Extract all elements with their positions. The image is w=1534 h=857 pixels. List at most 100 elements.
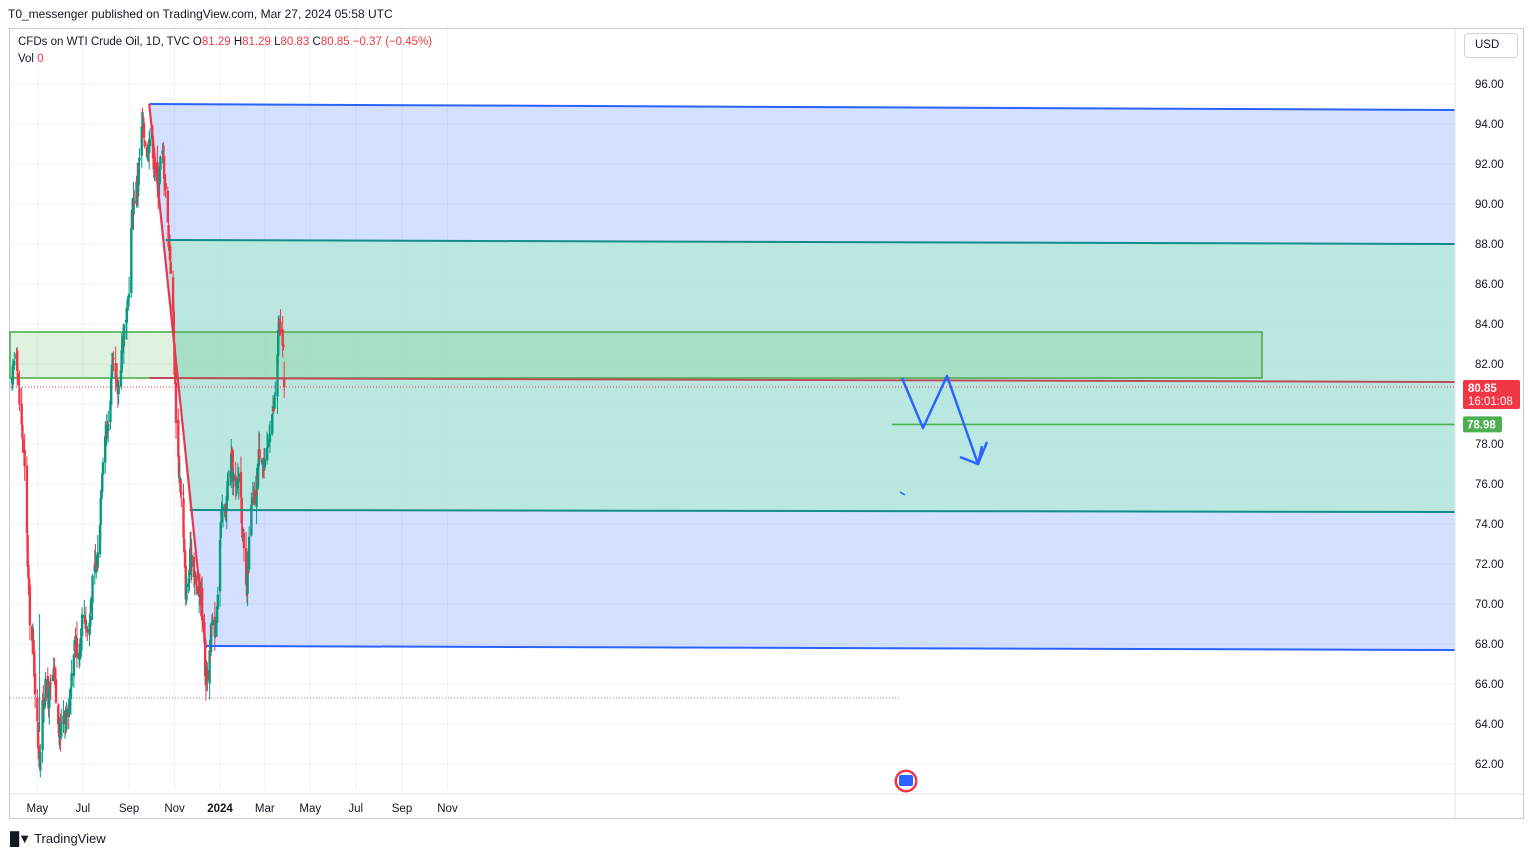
candle-body: [180, 491, 183, 495]
legend-high: 81.29: [242, 36, 271, 48]
candle-body: [221, 511, 224, 513]
candle-body: [242, 532, 246, 549]
candle-body: [282, 378, 286, 387]
candle-body: [152, 156, 155, 164]
candle-body: [231, 450, 234, 482]
candle-body: [206, 670, 209, 681]
candle-body: [109, 378, 113, 405]
candle-body: [36, 697, 39, 722]
candle-body: [44, 678, 47, 702]
price-tick-label: 64.00: [1475, 719, 1504, 731]
flag-event-icon-core: [899, 775, 913, 786]
tradingview-brand[interactable]: █▼ TradingView: [10, 831, 106, 846]
red-horizontal-ray: [149, 377, 1456, 383]
candle-body: [168, 245, 172, 260]
candle-body: [268, 439, 271, 446]
candle-body: [256, 463, 260, 488]
legend-high-label: H: [233, 36, 243, 48]
candle-body: [171, 277, 175, 312]
candle-body: [68, 698, 71, 714]
candle-body: [140, 126, 143, 156]
candle-body: [255, 475, 258, 507]
candle-body: [127, 294, 131, 298]
candle-body: [156, 162, 159, 180]
candle-body: [179, 480, 182, 493]
price-tick-label: 84.00: [1475, 319, 1504, 331]
price-tick-label: 70.00: [1475, 599, 1504, 611]
candle-body: [117, 385, 120, 394]
candle-body: [30, 626, 34, 641]
candle-body: [161, 150, 164, 155]
price-tick-label: 66.00: [1475, 679, 1504, 691]
candle-body: [99, 498, 102, 525]
candle-body: [211, 619, 214, 626]
candle-body: [136, 182, 140, 191]
candle-body: [253, 490, 256, 505]
candle-body: [192, 556, 196, 578]
countdown-value: 16:01:08: [1468, 396, 1513, 408]
candle-body: [188, 569, 191, 576]
candle-body: [84, 620, 88, 627]
candle-body: [79, 638, 82, 654]
candle-body: [32, 639, 35, 655]
candle-body: [203, 639, 207, 676]
legend-vol: 0: [37, 53, 44, 65]
candle-body: [94, 561, 97, 569]
candle-body: [85, 627, 88, 631]
candle-body: [12, 362, 15, 368]
candle-body: [163, 178, 167, 186]
candle-body: [224, 515, 228, 518]
candle-body: [68, 699, 72, 701]
candle-body: [27, 580, 31, 589]
candle-body: [60, 722, 63, 738]
legend-symbol[interactable]: CFDs on WTI Crude Oil, 1D, TVC: [18, 36, 190, 48]
candle-body: [105, 424, 108, 440]
candle-body: [166, 190, 170, 222]
legend-vol-label[interactable]: Vol: [18, 53, 34, 65]
candle-body: [244, 547, 248, 585]
drawings-back: [9, 104, 1456, 650]
candle-body: [261, 460, 264, 464]
candle-body: [130, 209, 134, 228]
candle-body: [70, 673, 73, 687]
price-tick-label: 94.00: [1475, 119, 1504, 131]
candle-body: [130, 228, 133, 294]
candle-body: [279, 321, 282, 334]
candle-body: [237, 473, 240, 483]
candle-body: [89, 616, 92, 627]
candle-body: [135, 181, 138, 205]
candle-body: [219, 522, 222, 539]
price-tick-label: 86.00: [1475, 279, 1504, 291]
candle-body: [72, 654, 76, 676]
candle-body: [277, 322, 281, 333]
candle-body: [18, 388, 21, 405]
small-blue-mark: [899, 491, 906, 496]
candle-body: [89, 606, 93, 613]
time-tick-label: Jul: [75, 803, 90, 815]
candle-body: [247, 569, 250, 571]
candle-body: [239, 471, 243, 498]
candle-body: [215, 621, 218, 627]
candle-body: [104, 436, 107, 463]
candle-body: [80, 638, 83, 642]
candle-body: [195, 585, 199, 595]
tradingview-logo-icon: █▼: [10, 831, 31, 846]
teal-channel-lower: [189, 509, 1456, 513]
legend-low: 80.83: [280, 36, 310, 48]
candle-body: [109, 400, 112, 423]
candle-body: [133, 201, 136, 203]
candle-body: [106, 423, 110, 432]
candle-body: [137, 162, 140, 185]
candle-body: [173, 343, 176, 376]
price-tick-label: 72.00: [1475, 559, 1504, 571]
candle-body: [54, 679, 58, 703]
candle-body: [229, 470, 232, 479]
candle-body: [100, 490, 103, 500]
legend-open: 81.29: [201, 36, 231, 48]
candle-body: [41, 700, 44, 751]
candle-body: [178, 476, 181, 480]
currency-button[interactable]: USD: [1464, 33, 1518, 58]
time-tick-label: Mar: [255, 803, 275, 815]
candle-body: [26, 534, 29, 567]
